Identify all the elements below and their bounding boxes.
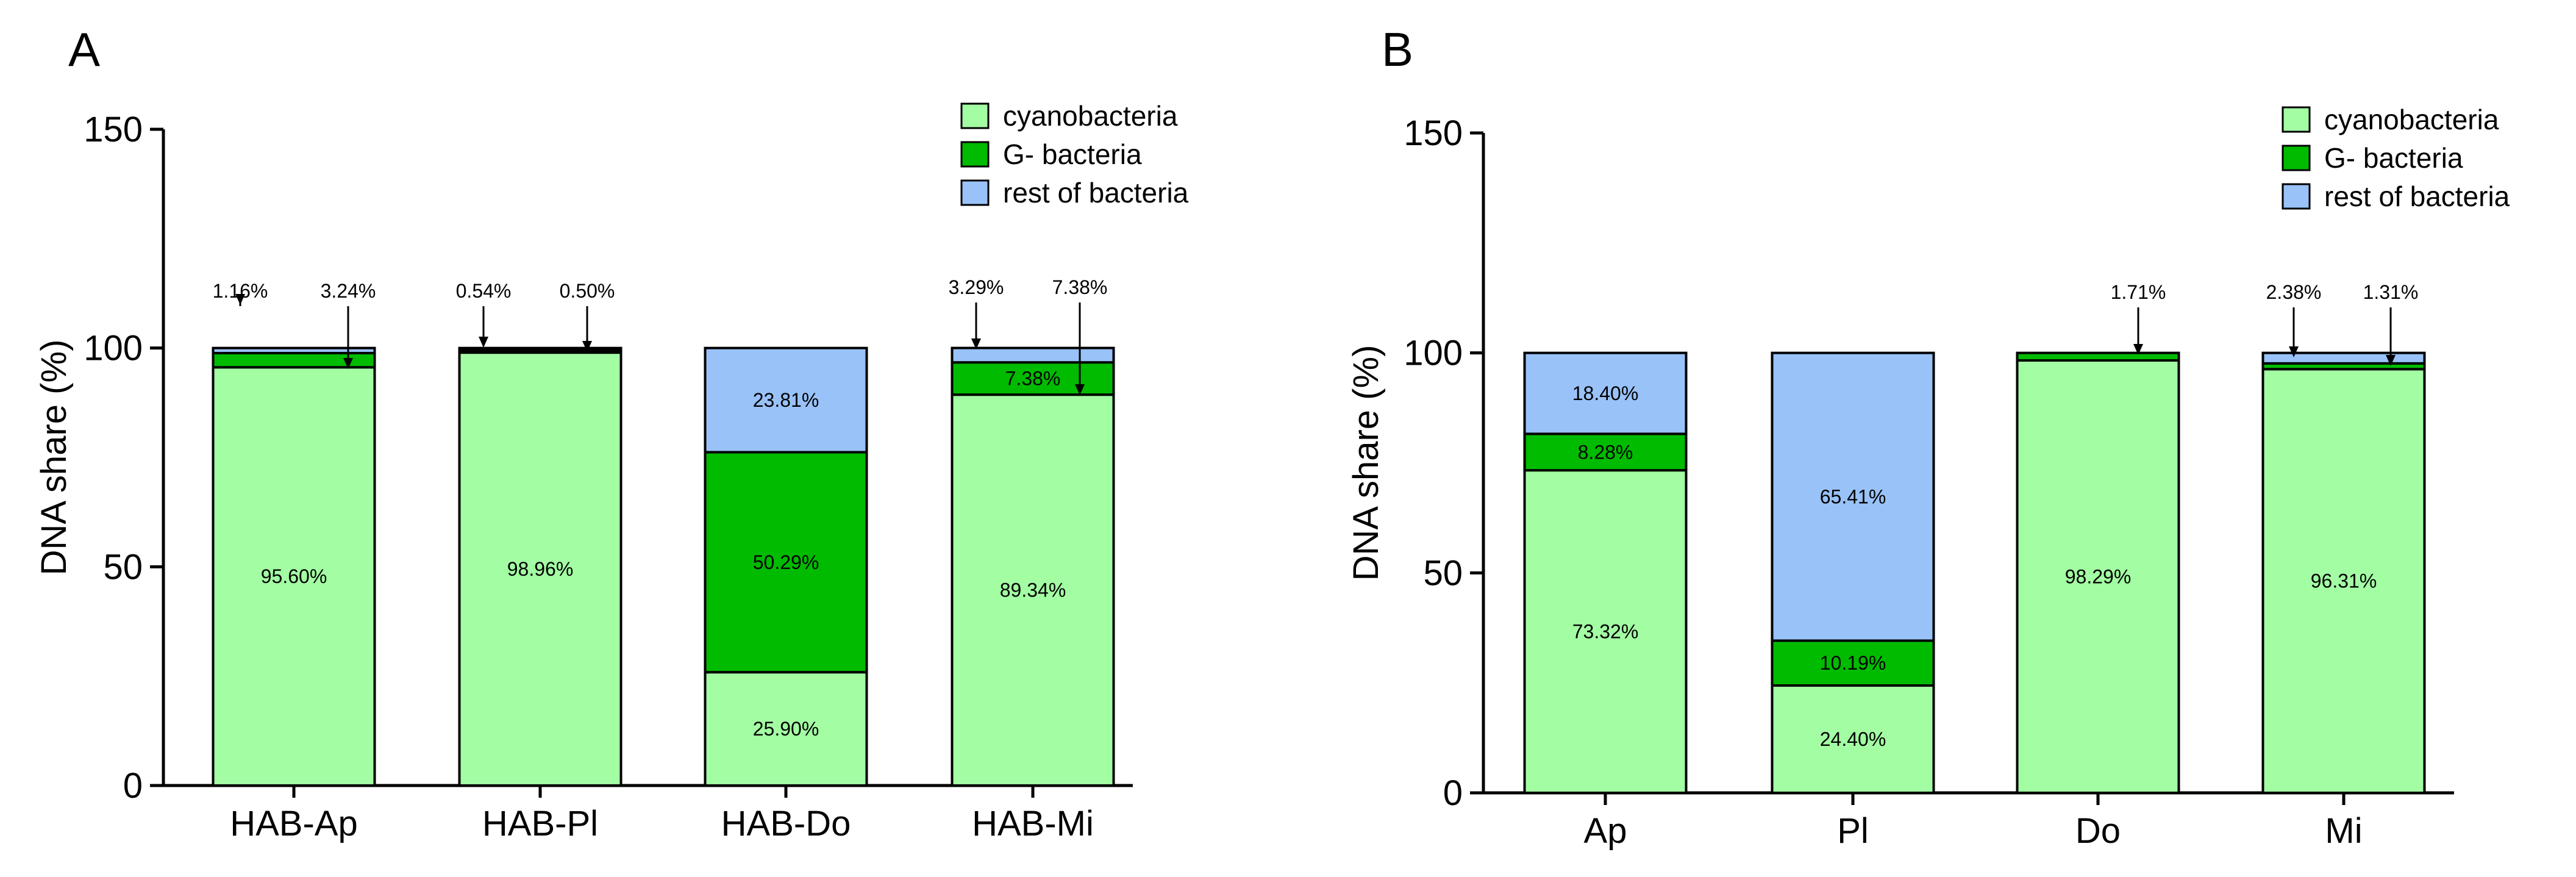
y-tick-label: 150 [84, 110, 143, 149]
annotation-label: 0.54% [456, 280, 512, 302]
data-label: 25.90% [753, 718, 819, 740]
legend-label: cyanobacteria [2324, 104, 2499, 135]
bar-segment-rest-of-bacteria [704, 346, 868, 454]
annotation-label: 2.38% [2266, 281, 2322, 303]
annotation-label: 1.71% [2111, 281, 2166, 303]
y-tick-label: 0 [123, 766, 143, 806]
data-label: 23.81% [753, 389, 819, 411]
legend-swatch [960, 141, 990, 168]
data-label: 96.31% [2311, 570, 2377, 592]
legend-swatch [960, 102, 990, 129]
bar-segment-g--bacteria [1523, 432, 1688, 472]
legend-label: rest of bacteria [1003, 177, 1189, 209]
x-tick-label: Pl [1837, 811, 1869, 851]
panel-letter: B [1382, 23, 1413, 76]
data-label: 10.19% [1820, 652, 1886, 674]
data-label: 24.40% [1820, 728, 1886, 750]
data-label: 65.41% [1820, 486, 1886, 508]
annotation-label: 3.24% [321, 280, 376, 302]
y-tick-label: 50 [103, 547, 143, 587]
legend-swatch [960, 179, 990, 206]
annotation-arrowhead [2133, 344, 2143, 355]
data-label: 73.32% [1572, 621, 1639, 643]
bar-segment-cyanobacteria [2261, 368, 2426, 794]
annotation-arrowhead [582, 341, 592, 352]
bar-segment-rest-of-bacteria [212, 346, 376, 354]
bar-segment-cyanobacteria [2016, 359, 2180, 794]
x-tick-label: HAB-Do [721, 804, 851, 843]
bar-segment-rest-of-bacteria [2261, 351, 2426, 365]
bar-segment-cyanobacteria [1523, 469, 1688, 794]
x-tick-label: HAB-Ap [230, 804, 358, 843]
legend-swatch [2282, 145, 2311, 171]
annotation-arrowhead [479, 337, 488, 348]
panel-letter: A [68, 23, 100, 76]
bar-segment-cyanobacteria [458, 351, 623, 787]
annotation-arrowhead [343, 358, 353, 369]
legend-swatch [2282, 183, 2311, 210]
y-tick-label: 150 [1404, 113, 1463, 153]
x-tick-label: HAB-Pl [482, 804, 598, 843]
annotation-arrowhead [971, 338, 981, 349]
bar-segment-rest-of-bacteria [1771, 351, 1935, 642]
bar-segment-g--bacteria [704, 451, 868, 674]
annotation-arrowhead [1075, 384, 1085, 395]
data-label: 50.29% [753, 551, 819, 573]
data-label: 98.29% [2065, 566, 2132, 588]
y-axis-title: DNA share (%) [34, 340, 74, 576]
bar-segment-rest-of-bacteria [1523, 351, 1688, 435]
bar-segment-cyanobacteria [951, 393, 1115, 787]
x-tick-label: Ap [1584, 811, 1627, 851]
x-tick-label: Mi [2325, 811, 2362, 851]
bar-segment-g--bacteria [951, 361, 1115, 396]
bar-segment-cyanobacteria [704, 671, 868, 787]
data-label: 8.28% [1578, 441, 1633, 463]
annotation-label: 1.31% [2363, 281, 2419, 303]
data-label: 89.34% [1000, 579, 1066, 601]
annotation-label: 0.50% [560, 280, 615, 302]
x-tick-label: HAB-Mi [972, 804, 1094, 843]
bar-segment-cyanobacteria [1771, 684, 1935, 794]
bar-segment-rest-of-bacteria [951, 346, 1115, 364]
y-tick-label: 100 [84, 329, 143, 368]
data-label: 18.40% [1572, 382, 1639, 404]
y-tick-label: 0 [1443, 773, 1463, 813]
legend-label: rest of bacteria [2324, 181, 2510, 212]
annotation-label: 3.29% [949, 276, 1004, 298]
annotation-arrowhead [2289, 346, 2299, 357]
legend-label: G- bacteria [1003, 138, 1142, 170]
annotation-arrowhead [235, 294, 245, 305]
bar-segment-g--bacteria [2016, 351, 2180, 362]
legend-label: G- bacteria [2324, 142, 2463, 174]
annotation-arrowhead [2386, 355, 2396, 366]
y-tick-label: 50 [1423, 553, 1463, 593]
bar-segment-rest-of-bacteria [458, 346, 623, 352]
legend-swatch [2282, 106, 2311, 133]
bar-segment-g--bacteria [1771, 639, 1935, 687]
x-tick-label: Do [2075, 811, 2121, 851]
data-label: 95.60% [261, 565, 327, 587]
y-axis-title: DNA share (%) [1346, 345, 1386, 581]
legend-label: cyanobacteria [1003, 100, 1178, 132]
annotation-label: 7.38% [1052, 276, 1108, 298]
data-label: 7.38% [1005, 368, 1061, 390]
panel-b: B DNA share (%) 0 50 100 150 Ap 73.32% 8.28% 18.4… [1346, 23, 2510, 851]
panel-a: A DNA share (%) 0 50 100 150 HAB-Ap 95.60% HAB-P… [34, 23, 1189, 843]
y-tick-label: 100 [1404, 334, 1463, 373]
data-label: 98.96% [507, 558, 574, 580]
